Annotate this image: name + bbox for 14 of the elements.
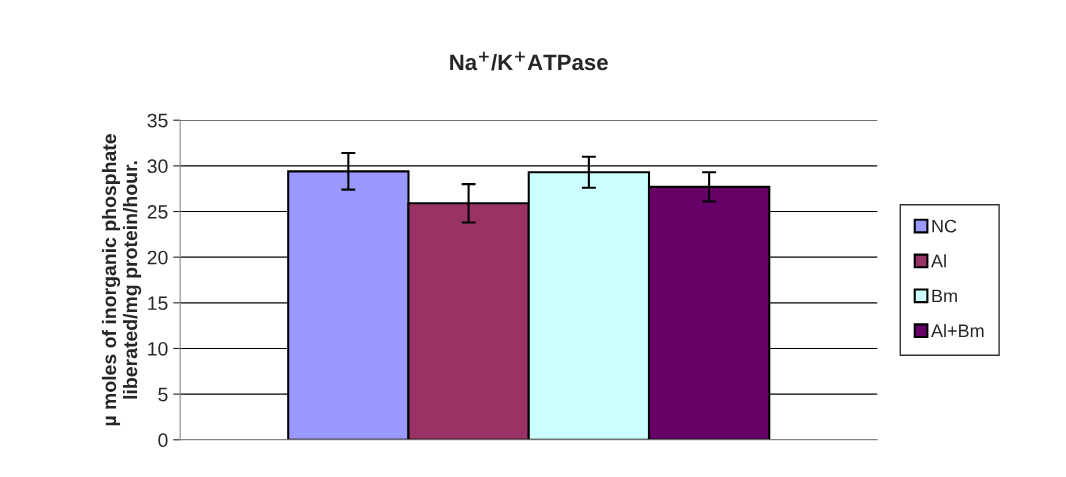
- legend-label: Al+Bm: [931, 323, 984, 337]
- legend-label: Al: [931, 254, 946, 268]
- y-tick-label: 20: [147, 250, 168, 265]
- y-tick-label: 15: [148, 296, 168, 311]
- y-tick-label: 25: [147, 204, 168, 219]
- legend-label: Bm: [932, 289, 957, 303]
- y-tick-label: 0: [158, 433, 168, 448]
- y-tick-label: 10: [148, 341, 168, 356]
- y-tick-label: 30: [147, 159, 168, 174]
- y-tick-label: 5: [158, 387, 168, 402]
- y-tick-label: 35: [147, 113, 168, 128]
- legend-label: NC: [932, 219, 957, 233]
- y-axis-title: µ moles of inorganic phosphate liberated/mg protein/hour.: [101, 134, 142, 426]
- chart-title: Na$^{+}$/K$^{+}$ATPase: [450, 51, 608, 71]
